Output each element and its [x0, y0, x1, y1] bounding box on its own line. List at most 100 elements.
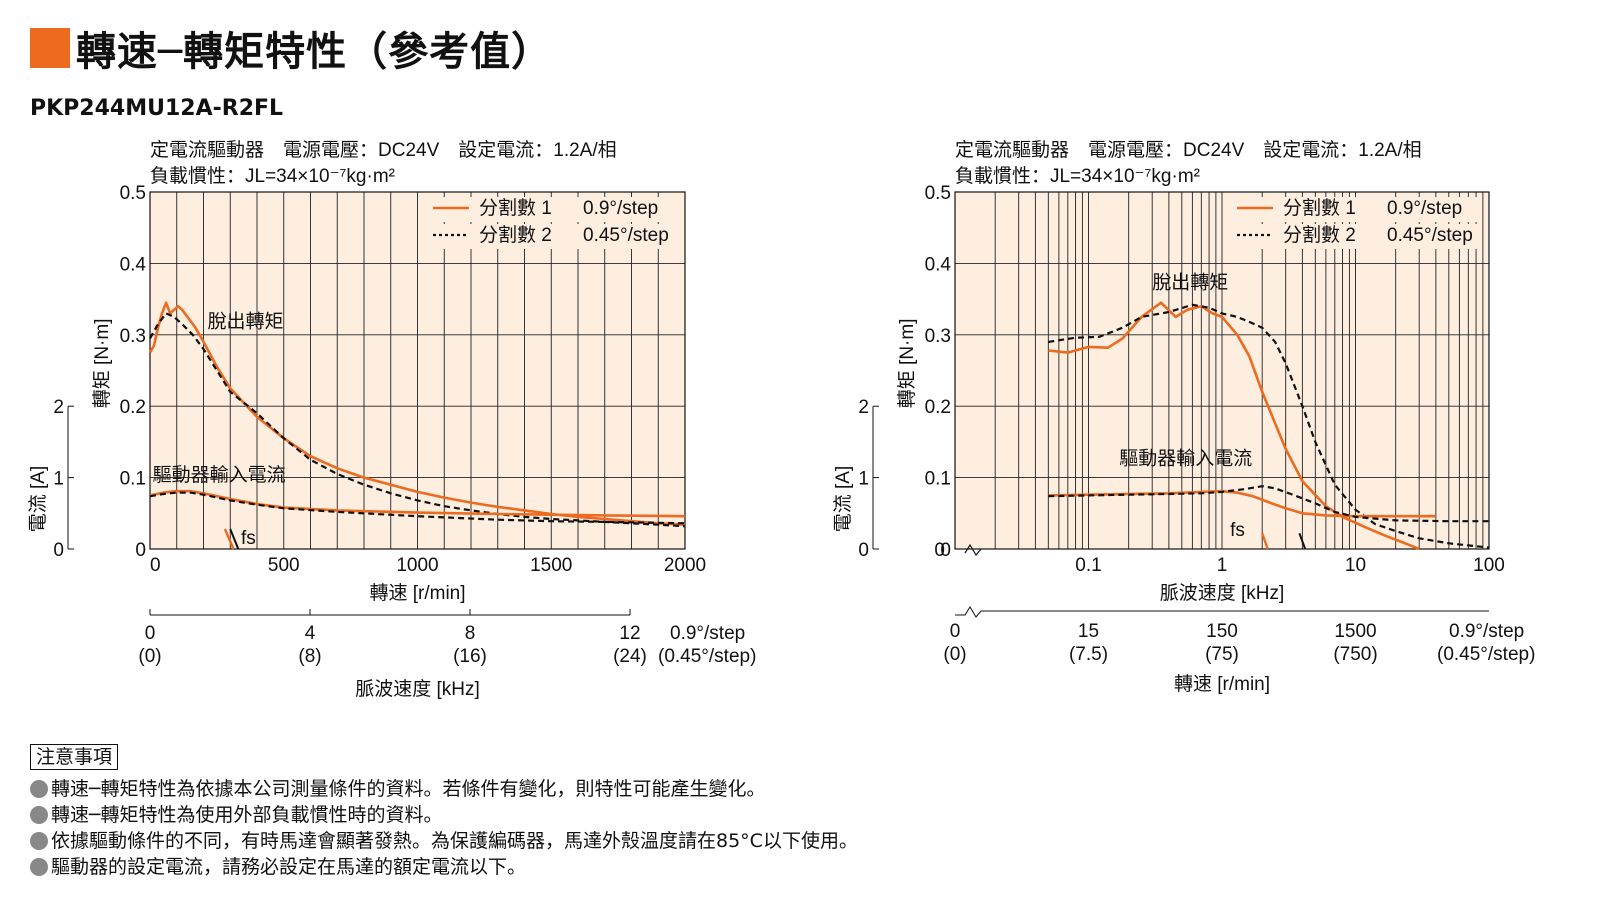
y-tick-label: 0.5: [120, 183, 146, 204]
bullet-icon: [30, 806, 48, 824]
x-tick-label: 0.1: [1075, 555, 1101, 576]
y-tick-label: 0.3: [120, 326, 146, 347]
legend-entry-name: 分割數 2: [479, 224, 552, 246]
note-text: 驅動器的設定電流，請務必設定在馬達的額定電流以下。: [51, 856, 527, 878]
x-tick-label: 1000: [396, 555, 438, 576]
secondary-tick-sublabel: (16): [453, 646, 487, 667]
secondary-unit-label: 0.9°/step: [1449, 621, 1524, 642]
secondary-tick-sublabel: (75): [1205, 644, 1239, 665]
x-tick-label: 1500: [530, 555, 572, 576]
x-tick-label: 0: [150, 555, 161, 576]
chart-conditions: 定電流驅動器 電源電壓：DC24V 設定電流：1.2A/相: [955, 139, 1422, 161]
grid: [955, 192, 1489, 549]
y-tick-label: 0.2: [120, 397, 146, 418]
x-zero-label: 0: [934, 540, 945, 561]
input-current-label: 驅動器輸入電流: [153, 464, 286, 486]
legend-entry-name: 分割數 1: [1283, 197, 1356, 219]
fs-marker: [229, 528, 240, 550]
secondary-unit-sublabel: (0.45°/step): [658, 646, 756, 667]
y-axis-label: 轉矩 [N·m]: [91, 319, 113, 409]
page-title-text: 轉速─轉矩特性（參考值）: [76, 29, 553, 75]
bullet-icon: [30, 832, 48, 850]
secondary-tick-sublabel: (24): [613, 646, 647, 667]
fs-label: fs: [241, 528, 256, 549]
note-item: 轉速─轉矩特性為使用外部負載慣性時的資料。: [30, 802, 858, 828]
secondary-axis-label: 轉速 [r/min]: [1174, 673, 1270, 695]
secondary-tick-label: 150: [1206, 621, 1238, 642]
note-text: 轉速─轉矩特性為使用外部負載慣性時的資料。: [51, 804, 443, 826]
plot-frame: [954, 191, 1490, 550]
y-tick-label: 0.1: [120, 469, 146, 490]
chart-load-inertia: 負載慣性：JL=34×10⁻⁷kg·m²: [150, 165, 395, 187]
grid: [150, 192, 685, 549]
y-tick-label: 0: [135, 540, 146, 561]
secondary-tick-label: 1500: [1334, 621, 1376, 642]
input-current-label: 驅動器輸入電流: [1119, 448, 1252, 470]
legend-entry-name: 分割數 2: [1283, 224, 1356, 246]
bullet-icon: [30, 780, 48, 798]
chart-conditions: 定電流驅動器 電源電壓：DC24V 設定電流：1.2A/相: [150, 139, 617, 161]
legend-bg: [425, 197, 675, 222]
secondary-tick-sublabel: (7.5): [1069, 644, 1108, 665]
title-marker: [30, 28, 70, 68]
secondary-tick-label: 8: [465, 623, 476, 644]
current-tick-label: 0: [53, 540, 64, 561]
legend-entry-name: 分割數 1: [479, 197, 552, 219]
fs-marker: [1261, 532, 1269, 550]
plot-frame: [149, 191, 686, 550]
secondary-axis-line: [955, 606, 1489, 618]
current-tick-label: 2: [53, 397, 64, 418]
secondary-tick-sublabel: (750): [1333, 644, 1377, 665]
secondary-unit-label: 0.9°/step: [670, 623, 745, 644]
bullet-icon: [30, 858, 48, 876]
axis-break-icon: [964, 543, 982, 557]
fs-marker: [1298, 532, 1307, 550]
fs-label: fs: [1230, 520, 1245, 541]
series-line-microstep-2: [149, 312, 686, 528]
note-item: 轉速─轉矩特性為依據本公司測量條件的資料。若條件有變化，則特性可能產生變化。: [30, 776, 858, 802]
note-text: 依據驅動條件的不同，有時馬達會顯著發熱。為保護編碼器，馬達外殼溫度請在85°C以…: [51, 830, 858, 852]
x-tick-label: 10: [1345, 555, 1366, 576]
secondary-tick-label: 0: [950, 621, 961, 642]
current-tick-label: 1: [53, 469, 64, 490]
x-tick-label: 100: [1473, 555, 1505, 576]
current-axis-label: 電流 [A]: [832, 466, 854, 533]
legend-bg: [1229, 224, 1479, 249]
y-axis-label: 轉矩 [N·m]: [896, 319, 918, 409]
secondary-tick-sublabel: (0): [138, 646, 161, 667]
series-line-microstep-2: [1048, 485, 1489, 523]
speed-torque-charts: 定電流驅動器 電源電壓：DC24V 設定電流：1.2A/相負載慣性：JL=34×…: [27, 139, 1535, 700]
notes-list: 轉速─轉矩特性為依據本公司測量條件的資料。若條件有變化，則特性可能產生變化。 轉…: [30, 776, 858, 880]
legend-bg: [425, 224, 675, 249]
y-tick-label: 0: [940, 540, 951, 561]
series-line-microstep-2: [1048, 303, 1490, 549]
secondary-tick-label: 12: [619, 623, 640, 644]
series-line-microstep-2: [149, 491, 686, 525]
pullout-torque-label: 脫出轉矩: [208, 311, 284, 333]
secondary-tick-sublabel: (0): [943, 644, 966, 665]
note-item: 依據驅動條件的不同，有時馬達會顯著發熱。為保護編碼器，馬達外殼溫度請在85°C以…: [30, 828, 858, 854]
y-tick-label: 0.3: [925, 326, 951, 347]
note-item: 驅動器的設定電流，請務必設定在馬達的額定電流以下。: [30, 854, 858, 880]
y-tick-label: 0.1: [925, 469, 951, 490]
legend-entry-step: 0.45°/step: [583, 225, 669, 246]
x-tick-label: 2000: [664, 555, 706, 576]
current-axis-label: 電流 [A]: [27, 466, 49, 533]
secondary-tick-label: 4: [305, 623, 316, 644]
notes-section: 注意事項 轉速─轉矩特性為依據本公司測量條件的資料。若條件有變化，則特性可能產生…: [30, 744, 858, 880]
secondary-tick-label: 15: [1078, 621, 1099, 642]
notes-header: 注意事項: [30, 744, 119, 770]
x-tick-label: 500: [268, 555, 300, 576]
x-tick-label: 1: [1217, 555, 1228, 576]
legend-entry-step: 0.45°/step: [1387, 225, 1473, 246]
secondary-axis-label: 脈波速度 [kHz]: [355, 678, 480, 700]
y-tick-label: 0.4: [925, 254, 952, 275]
x-axis-label: 轉速 [r/min]: [369, 582, 465, 604]
secondary-unit-sublabel: (0.45°/step): [1437, 644, 1535, 665]
secondary-tick-sublabel: (8): [298, 646, 321, 667]
note-text: 轉速─轉矩特性為依據本公司測量條件的資料。若條件有變化，則特性可能產生變化。: [51, 778, 766, 800]
page-title: 轉速─轉矩特性（參考值）: [30, 22, 553, 75]
series-line-microstep-1: [1048, 301, 1420, 551]
model-name: PKP244MU12A-R2FL: [30, 96, 284, 121]
secondary-tick-label: 0: [145, 623, 156, 644]
